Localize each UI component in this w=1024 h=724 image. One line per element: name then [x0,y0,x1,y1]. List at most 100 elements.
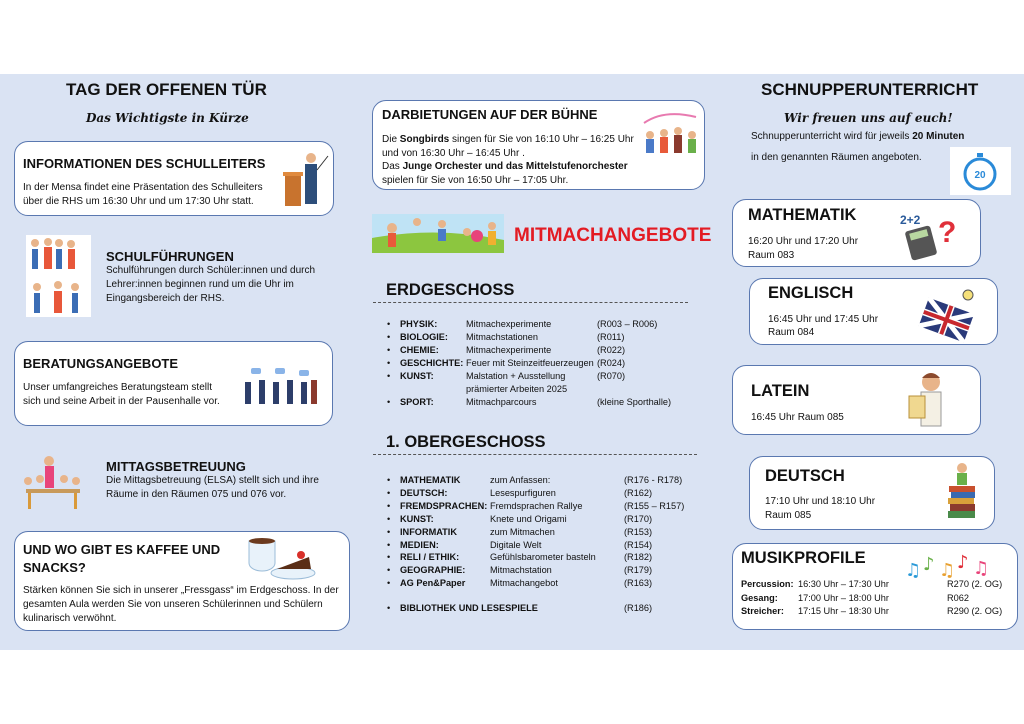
item-activity: zum Anfassen: [490,475,551,485]
bullet-icon: • [387,319,391,329]
room: Raum 084 [768,327,815,338]
item-room: (kleine Sporthalle) [597,397,672,407]
bullet-icon: • [387,565,391,576]
item-activity: Mitmachstation [490,565,552,576]
item-room: (R176 - R178) [624,475,683,485]
card-mathematik: MATHEMATIK 16:20 Uhr und 17:20 Uhr Raum … [732,199,981,267]
text-line: spielen für Sie von 16:50 Uhr – 17:05 Uh… [382,175,569,186]
musik-label: Gesang: [741,592,778,603]
schnupper-title: SCHNUPPERUNTERRICHT [761,80,979,99]
musik-room: R062 [947,592,969,603]
item-room: (R179) [624,565,653,576]
card-title: BERATUNGSANGEBOTE [23,356,179,371]
bullet-icon: • [387,345,391,355]
bullet-icon: • [387,475,391,485]
item-room: (R170) [624,513,653,524]
divider [373,302,688,303]
card-title: INFORMATIONEN DES SCHULLEITERS [23,156,266,171]
bullet-icon: • [387,500,391,511]
times: 17:10 Uhr und 18:10 Uhr [765,496,876,507]
coffee-cake-icon [248,538,316,580]
musik-time: 17:15 Uhr – 18:30 Uhr [798,606,889,616]
item-room: (R162) [624,487,653,498]
item-subject: BIOLOGIE: [400,332,448,342]
item-activity: Mitmachstationen [466,332,539,342]
item-room: (R154) [624,539,653,550]
svg-text:♪: ♪ [923,554,935,575]
item-room: (R003 – R006) [597,319,658,329]
musik-time: 16:30 Uhr – 17:30 Uhr [798,579,889,589]
musik-label: Streicher: [741,606,784,616]
calculator-icon: 2+2? [900,213,956,261]
bullet-icon: • [387,487,391,498]
musik-label: Percussion: [741,579,794,589]
card-beratung: BERATUNGSANGEBOTE Unser umfangreiches Be… [14,341,333,426]
uk-flag-icon [918,289,975,343]
item-activity: Gefühlsbarometer basteln [490,552,596,563]
svg-text:?: ? [938,216,956,249]
item-subject: GESCHICHTE: [400,358,464,368]
tour-group-icon [26,235,91,317]
children-playing-icon [372,214,504,253]
bullet-icon: • [387,513,391,524]
card-title: MUSIKPROFILE [741,549,866,567]
erdgeschoss-title: ERDGESCHOSS [386,281,515,299]
stopwatch-icon: 20 [950,147,1011,195]
item-subject: KUNST: [400,371,434,381]
text-line: Die Mittagsbetreuung (ELSA) stellt sich … [106,475,319,486]
text-line: sich und seine Arbeit in der Pausenhalle… [23,396,220,407]
room: Raum 083 [748,250,795,261]
item-room: (R155 – R157) [624,500,685,511]
card-latein: LATEIN 16:45 Uhr Raum 085 [732,365,981,435]
text-line: kulinarisch verwöhnt. [23,613,117,624]
item-subject: DEUTSCH: [400,487,448,498]
text-line: Lehrer:innen beginnen rund um die Uhr im [106,279,294,290]
intro-line: Schnupperunterricht wird für jeweils 20 … [751,131,965,142]
musik-room: R290 (2. OG) [947,606,1003,616]
bullet-icon: • [387,397,391,407]
intro-line: in den genannten Räumen angeboten. [751,152,922,163]
text-line: und von 16:30 Uhr – 16:45 Uhr . [382,148,525,159]
card-deutsch: DEUTSCH 17:10 Uhr und 18:10 Uhr Raum 085 [749,456,995,530]
text-line: Das Junge Orchester und das Mittelstufen… [382,161,628,172]
item-activity: Fremdsprachen Rallye [490,500,583,511]
item-subject: RELI / ETHIK: [400,552,460,563]
item-subject: GEOGRAPHIE: [400,565,466,576]
svg-text:♪: ♪ [957,552,969,573]
main-subtitle: Das Wichtigste in Kürze [86,111,249,125]
times: 16:45 Uhr Raum 085 [751,412,844,423]
svg-text:♫: ♫ [973,558,989,579]
text-line: Schulführungen durch Schüler:innen und d… [106,265,316,276]
books-girl-icon [948,463,975,518]
text-line: über die RHS um 16:30 Uhr und um 17:30 U… [23,196,254,207]
item-room: (R070) [597,371,626,381]
card-title: LATEIN [751,382,810,400]
item-activity: zum Mitmachen [490,526,555,537]
bullet-icon: • [387,552,391,563]
card-buehne: DARBIETUNGEN AUF DER BÜHNE Die Songbirds… [372,100,705,190]
schnupper-subtitle: Wir freuen uns auf euch! [784,111,953,125]
item-room: (R163) [624,578,653,589]
item-subject: BIBLIOTHEK UND LESESPIELE [400,603,538,613]
item-room: (R022) [597,345,626,355]
item-subject: SPORT: [400,397,434,407]
bullet-icon: • [387,332,391,342]
svg-text:20: 20 [974,170,986,181]
main-title: TAG DER OFFENEN TÜR [66,80,267,99]
card-musikprofile: MUSIKPROFILE Percussion: 16:30 Uhr – 17:3… [732,543,1018,630]
item-subject: MATHEMATIK [400,475,461,485]
bullet-icon: • [387,526,391,537]
text-line: gesamten Aula werden Sie von unseren Sch… [23,599,323,610]
svg-text:♫: ♫ [905,560,921,580]
card-title: MATHEMATIK [748,206,857,224]
item-activity: Mitmachexperimente [466,319,552,329]
card-title: SNACKS? [23,560,86,575]
obergeschoss-title: 1. OBERGESCHOSS [386,433,546,451]
item-activity: Feuer mit Steinzeitfeuerzeugen [466,358,594,368]
card-kaffee: UND WO GIBT ES KAFFEE UND SNACKS? Stärke… [14,531,350,631]
bullet-icon: • [387,371,391,381]
item-room: (R011) [597,332,625,342]
text-line: Eingangsbereich der RHS. [106,293,225,304]
card-schulleiter: INFORMATIONEN DES SCHULLEITERS In der Me… [14,141,334,216]
stage-music-icon [643,113,697,153]
